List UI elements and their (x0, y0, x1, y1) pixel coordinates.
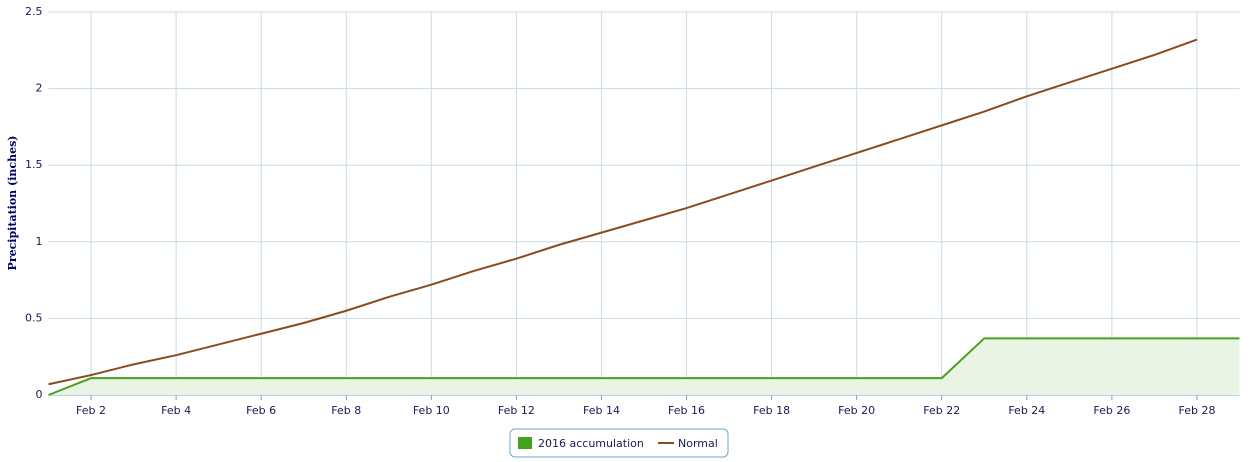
legend-swatch (518, 437, 532, 449)
y-axis-label: Precipitation (inches) (6, 136, 19, 271)
y-tick-label: 2 (36, 82, 43, 95)
y-tick-label: 1 (36, 235, 43, 248)
x-tick-label: Feb 24 (1008, 404, 1045, 417)
x-tick-label: Feb 6 (246, 404, 276, 417)
y-tick-label: 2.5 (25, 5, 43, 18)
x-tick-label: Feb 16 (668, 404, 705, 417)
x-tick-label: Feb 18 (753, 404, 790, 417)
area (48, 338, 1240, 395)
series-line (48, 337, 1240, 396)
y-tick-label: 0 (36, 388, 43, 401)
legend-label: 2016 accumulation (538, 437, 644, 450)
x-tick-label: Feb 22 (923, 404, 960, 417)
y-tick-label: 1.5 (25, 158, 43, 171)
x-tick-label: Feb 28 (1178, 404, 1215, 417)
legend-box (509, 428, 729, 458)
x-tick-label: Feb 26 (1093, 404, 1130, 417)
x-tick-label: Feb 20 (838, 404, 875, 417)
x-tick-label: Feb 8 (331, 404, 361, 417)
y-tick-label: 0.5 (25, 311, 43, 324)
series-line (48, 38, 1198, 386)
x-tick-label: Feb 2 (76, 404, 106, 417)
x-tick-label: Feb 14 (583, 404, 620, 417)
x-tick-label: Feb 10 (413, 404, 450, 417)
x-tick-label: Feb 12 (498, 404, 535, 417)
x-tick-label: Feb 4 (161, 404, 191, 417)
legend-label: Normal (678, 437, 718, 450)
